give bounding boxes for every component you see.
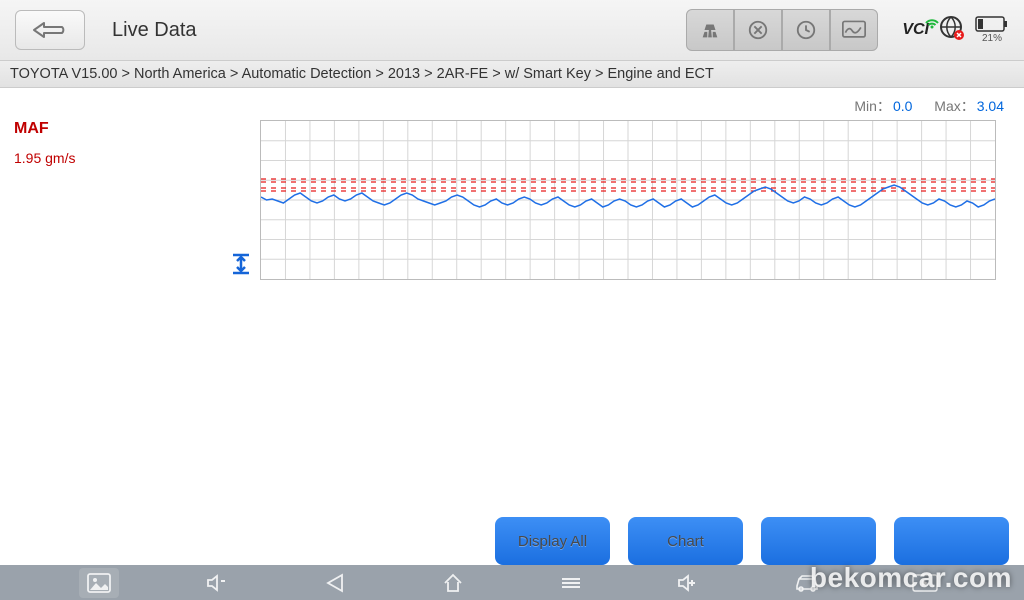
nav-volume-down[interactable] [197,568,237,598]
top-toolbar: Live Data VCI [0,0,1024,60]
clock-button[interactable] [782,9,830,51]
home-icon [442,573,464,593]
volume-up-icon [676,573,702,593]
action-button-3[interactable] [761,517,876,565]
bottom-navbar [0,565,1024,600]
nav-home[interactable] [433,568,473,598]
battery-icon [975,16,1009,32]
gallery-icon [87,573,111,593]
live-chart [260,120,996,280]
graph-icon [842,20,866,40]
brush-icon [699,19,721,41]
volume-down-icon [205,573,229,593]
triangle-back-icon [324,573,346,593]
param-value: 1.95 gm/s [14,150,260,166]
nav-volume-up[interactable] [669,568,709,598]
clock-icon [795,19,817,41]
vci-indicator: VCI [902,21,929,39]
expand-button[interactable] [230,253,252,280]
back-arrow-icon [32,20,68,40]
chart-button[interactable]: Chart [628,517,743,565]
display-all-button[interactable]: Display All [495,517,610,565]
graph-button[interactable] [830,9,878,51]
screenshot-icon [912,574,938,592]
nav-gallery[interactable] [79,568,119,598]
action-row: Display All Chart [495,517,1024,565]
recent-icon [560,575,582,591]
nav-recent[interactable] [551,568,591,598]
max-value: 3.04 [977,98,1004,114]
min-label: Min： [854,98,891,114]
status-icon-group: VCI 21% [902,15,1009,46]
max-label: Max： [934,98,974,114]
x-circle-icon [747,19,769,41]
action-button-4[interactable] [894,517,1009,565]
wifi-signal-icon [925,15,939,29]
car-icon [793,574,821,592]
nav-car[interactable] [787,568,827,598]
nav-screenshot[interactable] [905,568,945,598]
nav-back[interactable] [315,568,355,598]
content-row: MAF 1.95 gm/s [0,120,1024,280]
battery-percent: 21% [982,33,1002,44]
x-circle-button[interactable] [734,9,782,51]
min-value: 0.0 [893,98,912,114]
toolbar-icon-group [686,9,878,51]
brush-button[interactable] [686,9,734,51]
back-button[interactable] [15,10,85,50]
min-max-row: Min：0.0 Max：3.04 [0,88,1024,120]
breadcrumb: TOYOTA V15.00 > North America > Automati… [0,60,1024,88]
expand-vertical-icon [230,253,252,275]
param-name: MAF [14,120,260,138]
globe-error-icon [939,15,965,46]
page-title: Live Data [112,19,674,42]
battery-indicator: 21% [975,16,1009,44]
chart-wrap [260,120,996,280]
param-labels: MAF 1.95 gm/s [10,120,260,280]
